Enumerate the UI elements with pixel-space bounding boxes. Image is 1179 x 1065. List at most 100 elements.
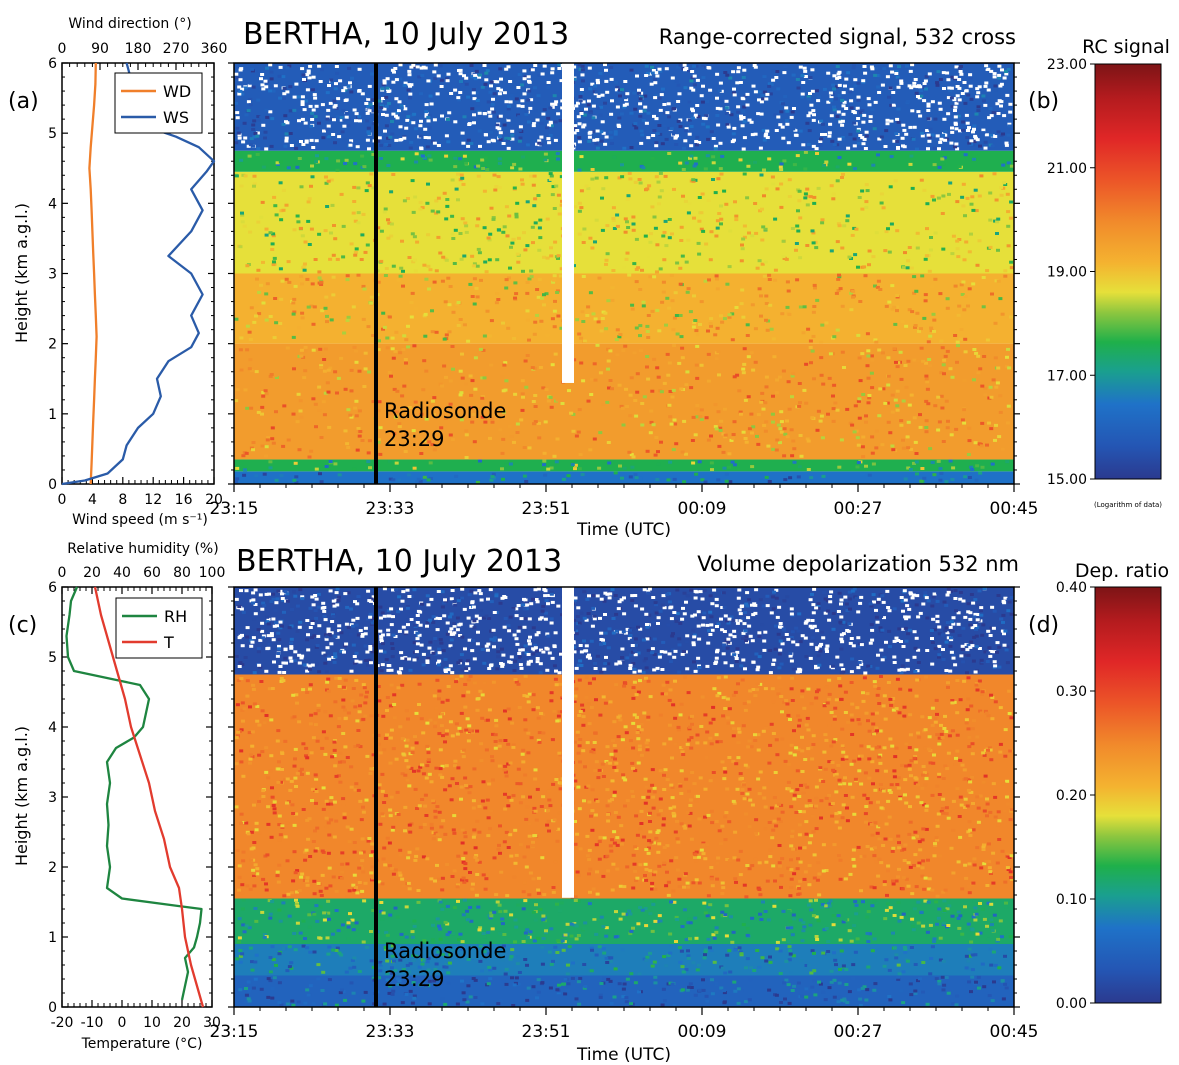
heat-cell [478,926,483,930]
heat-cell [432,396,437,400]
y-tick-label: 1 [48,407,57,423]
heat-cell [942,156,947,160]
heat-cell [462,323,467,327]
heat-cell [423,186,427,190]
heat-cell [532,204,537,208]
heat-cell [837,156,842,159]
heat-cell [787,313,792,316]
heat-cell [319,364,324,368]
heat-cell [288,85,293,89]
heat-cell [615,85,620,89]
heat-cell [939,339,944,343]
heat-cell [789,805,794,809]
heat-cell [310,799,314,802]
heat-cell [598,993,603,997]
heat-cell [363,351,368,355]
heat-cell [272,976,277,980]
heat-cell [670,299,675,303]
heat-cell [909,154,914,158]
heat-cell [685,370,690,374]
heat-cell [669,127,674,131]
heat-cell [786,940,791,943]
heat-cell [398,351,403,355]
heat-cell [912,358,917,362]
heat-cell [543,158,548,162]
heat-cell [557,811,562,815]
heat-cell [718,141,723,145]
heat-cell [899,377,904,381]
heat-cell [986,901,991,905]
heat-cell [317,408,322,412]
heat-cell [988,143,993,147]
heat-cell [300,67,305,71]
heat-cell [832,143,837,147]
heat-cell [439,724,444,728]
heat-cell [297,448,302,452]
heat-cell [260,405,265,409]
heat-cell [724,472,729,476]
heat-cell [1003,880,1008,884]
heat-cell [498,67,503,71]
heat-cell [791,127,796,131]
heat-cell [781,255,786,259]
heat-cell [656,180,661,184]
heat-cell [736,105,741,109]
heat-cell [745,926,750,930]
heat-cell [970,975,975,979]
heat-cell [448,433,453,437]
heat-cell [556,112,561,116]
heat-cell [912,461,916,465]
heat-cell [284,277,289,281]
heat-cell [395,953,400,957]
heat-cell [488,436,492,440]
heat-cell [240,220,245,224]
heat-cell [953,109,957,112]
heat-cell [915,311,920,315]
heat-cell [588,130,593,134]
heat-cell [334,65,339,68]
heat-cell [736,1001,741,1005]
heat-cell [840,350,845,354]
heat-cell [684,383,689,387]
heat-cell [866,376,871,380]
heat-cell [250,960,254,964]
heat-cell [322,129,326,133]
heat-cell [679,387,684,391]
heat-cell [746,395,751,399]
heat-cell [666,102,671,106]
heat-layer [234,459,1014,472]
heat-cell [691,109,695,113]
heat-cell [980,118,985,122]
heat-cell [781,102,785,106]
heat-cell [237,136,242,140]
heat-cell [886,681,891,684]
heat-cell [938,478,943,482]
heat-cell [629,146,634,149]
heat-cell [579,155,584,159]
heat-cell [849,308,854,312]
heat-cell [621,349,626,352]
heat-cell [251,448,255,452]
heat-cell [268,912,273,916]
heat-cell [888,86,893,90]
heat-cell [344,111,349,115]
heat-cell [390,992,395,996]
heat-cell [890,70,895,74]
heat-cell [287,64,292,68]
heat-cell [427,114,432,118]
heat-cell [512,983,517,987]
heat-cell [694,64,699,68]
heat-cell [395,915,400,919]
heat-cell [462,254,467,258]
heat-cell [756,413,761,417]
heat-cell [720,892,725,895]
heat-cell [989,918,994,922]
heat-cell [716,123,721,127]
heat-cell [689,144,694,148]
heat-cell [458,157,463,161]
heat-cell [380,917,385,921]
heat-cell [962,378,967,382]
heat-cell [384,124,389,128]
heat-cell [946,78,951,82]
heat-cell [856,117,861,120]
